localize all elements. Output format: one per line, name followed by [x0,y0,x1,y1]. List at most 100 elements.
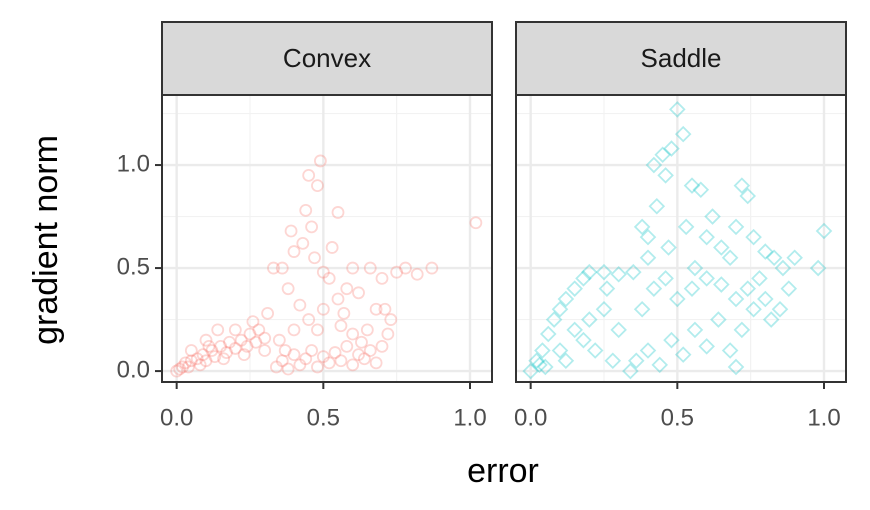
point [299,352,313,366]
x-axis-title: error [467,452,539,490]
point [633,218,651,236]
point [604,352,622,370]
points [170,154,483,378]
panel: Saddle 0.0 0.5 1.0 [514,21,847,431]
point [751,270,768,287]
point [710,311,727,328]
point [686,321,704,339]
point [648,197,666,215]
point [287,348,301,361]
point [272,333,286,347]
point [293,298,307,312]
point [745,228,762,246]
point [337,306,351,320]
point [683,177,701,194]
point [669,101,686,118]
point [261,306,275,320]
point [355,335,368,349]
point [639,249,657,267]
point [721,342,739,359]
panel: Convex 0.0 0.5 1.0 0.0 0.5 1.0 [117,21,493,431]
point [683,280,701,297]
point [698,338,715,355]
point [633,300,651,318]
point [223,335,236,349]
point [610,321,627,339]
point [581,263,598,281]
point [686,259,704,277]
point [305,344,319,357]
point [774,259,792,277]
point [692,181,710,199]
strip-title: Convex [283,43,371,73]
strip [515,21,847,96]
point [566,280,583,297]
point [674,125,692,143]
point [281,282,295,296]
point [469,216,483,230]
point [278,344,292,357]
panel-background [516,95,846,382]
point [575,331,592,349]
point [575,270,592,287]
point [352,286,365,300]
point [375,271,389,285]
point [211,323,225,337]
point [284,224,298,238]
point [340,339,354,353]
point [765,249,783,267]
point [610,265,627,283]
point [625,263,642,281]
point [531,356,548,374]
point [193,358,207,372]
point [311,360,324,374]
point [733,177,751,194]
y-tick-label: 0.5 [117,253,150,280]
point [757,243,774,260]
point [721,249,739,267]
point [311,323,324,337]
point [311,179,324,193]
point [181,360,195,374]
point [217,352,231,366]
point [581,311,598,328]
point [346,358,360,372]
strip-title: Saddle [641,43,722,73]
x-tick-label: 0.0 [514,404,547,431]
point [199,333,213,347]
point [296,236,310,250]
point [228,342,242,355]
point [331,206,345,219]
point [698,270,715,287]
point [369,356,383,370]
point [170,364,184,378]
x-tick-label: 1.0 [453,404,486,431]
point [258,344,272,357]
point [308,251,321,265]
point [674,346,692,363]
point [258,331,272,345]
point [551,342,569,359]
point [313,154,327,168]
point [537,358,554,376]
point [762,311,780,328]
point [281,362,295,376]
point [657,167,674,184]
point [425,261,439,275]
point [651,356,669,374]
y-axis-title: gradient norm [27,135,65,345]
point [184,354,198,368]
point [645,156,663,174]
point [305,220,319,234]
x-tick-label: 0.0 [160,404,193,431]
point [595,263,613,281]
point [557,290,575,308]
point [316,350,330,364]
point [645,280,663,297]
point [275,354,289,368]
point [727,290,745,308]
point [228,323,242,337]
point [346,261,360,275]
point [202,339,216,353]
